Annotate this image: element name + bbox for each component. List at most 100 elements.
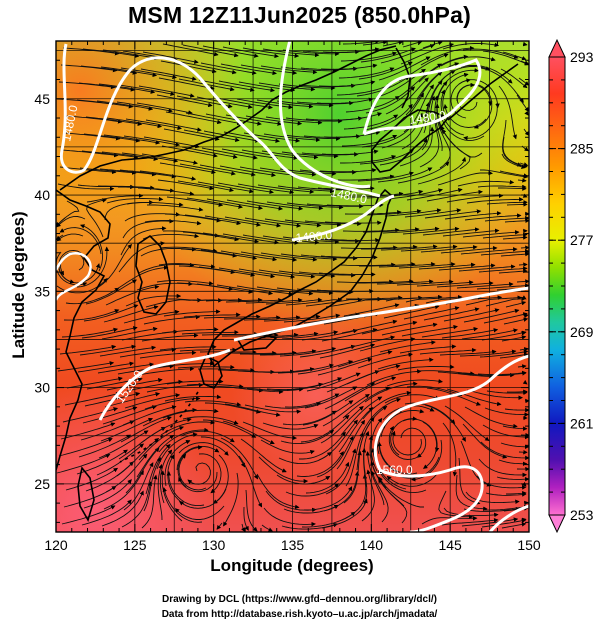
contour-1560 (373, 354, 529, 471)
streamline (138, 426, 185, 461)
streamline (125, 118, 182, 131)
streamline (160, 470, 183, 522)
streamline (199, 164, 256, 177)
streamline (337, 350, 393, 368)
streamline (202, 419, 257, 438)
streamline (336, 419, 366, 470)
streamline (200, 436, 246, 468)
streamline (263, 133, 321, 143)
streamline (61, 149, 119, 158)
streamline (438, 263, 496, 271)
streamline (256, 286, 314, 296)
streamline (371, 470, 389, 523)
streamline (378, 478, 408, 524)
streamline (343, 450, 362, 504)
colorbar-tick-label: 269 (570, 324, 594, 340)
streamline (336, 279, 394, 285)
streamline (277, 363, 334, 374)
streamline (498, 268, 528, 274)
streamline (356, 417, 375, 471)
height-contours (56, 41, 529, 532)
streamline (401, 324, 458, 337)
streamline (166, 379, 224, 385)
streamline (159, 449, 173, 504)
streamline (218, 267, 276, 279)
streamline (320, 63, 378, 70)
streamline (322, 47, 380, 53)
streamline (498, 85, 517, 140)
streamline (301, 328, 358, 341)
streamline (457, 179, 515, 187)
streamline (147, 204, 204, 212)
streamline (456, 82, 478, 111)
streamline (141, 474, 158, 529)
streamline (164, 394, 222, 402)
streamline (377, 167, 433, 183)
streamline (162, 43, 219, 57)
chart-title: MSM 12Z11Jun2025 (850.0hPa) (128, 2, 471, 28)
streamline (222, 233, 280, 245)
streamline (422, 421, 438, 469)
streamline (178, 488, 227, 509)
contour-1520-south (98, 348, 231, 421)
streamline (156, 432, 198, 470)
streamline (391, 430, 422, 456)
streamline (363, 103, 413, 131)
streamline (77, 361, 135, 373)
streamline (321, 328, 378, 342)
streamline (498, 459, 528, 467)
streamline (404, 208, 462, 218)
streamline (57, 361, 115, 372)
streamline (197, 367, 255, 373)
streamline (444, 211, 502, 220)
streamline (221, 148, 278, 161)
streamline (126, 379, 183, 392)
streamline (98, 83, 156, 94)
x-axis-label: Longitude (degrees) (210, 556, 374, 575)
streamline (159, 344, 217, 351)
streamline (156, 280, 214, 286)
streamline (379, 138, 428, 166)
streamline (504, 218, 529, 224)
streamline (463, 308, 520, 323)
streamline (459, 349, 517, 357)
streamline (165, 111, 222, 125)
streamline (342, 386, 391, 419)
streamline (140, 417, 192, 444)
streamline (285, 483, 339, 497)
streamline (239, 166, 297, 178)
x-tick-label: 120 (44, 537, 68, 553)
colorbar-top-triangle (548, 38, 566, 58)
streamline (142, 233, 200, 240)
streamline (105, 117, 163, 129)
streamline (262, 422, 319, 430)
streamline (385, 294, 443, 302)
streamline (517, 178, 527, 183)
wind-streamlines (56, 41, 529, 532)
streamline (216, 97, 273, 110)
streamline (83, 133, 141, 143)
streamline (205, 297, 263, 303)
streamline (497, 371, 527, 376)
streamline (385, 77, 429, 115)
contour-label-2: 1480.0 (408, 108, 447, 127)
streamline (261, 331, 319, 339)
streamline (184, 400, 242, 407)
streamline (186, 383, 244, 389)
streamline (116, 101, 173, 113)
streamline (143, 314, 201, 325)
streamline (502, 119, 522, 167)
streamline (102, 405, 157, 425)
streamline (403, 306, 460, 320)
streamline (321, 149, 379, 155)
streamline (178, 442, 229, 456)
streamline (63, 132, 121, 141)
streamline (204, 215, 261, 227)
streamline (158, 263, 216, 269)
streamline (397, 161, 450, 184)
streamline (341, 134, 398, 147)
streamline (280, 253, 338, 262)
streamline (99, 345, 157, 357)
streamline (121, 481, 153, 528)
streamline (264, 401, 322, 409)
